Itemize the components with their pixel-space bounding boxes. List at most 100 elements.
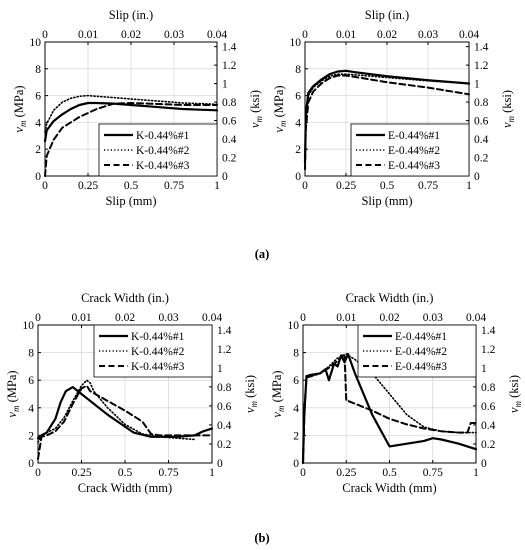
y-tick-label: 0 (293, 458, 299, 470)
y-tick-label: 2 (35, 144, 41, 156)
x-tick-label: 0.75 (158, 467, 178, 479)
legend-label: E-0.44%#1 (388, 130, 440, 142)
y2-tick-label: 0.4 (481, 420, 496, 432)
x2-axis-title: Slip (in.) (365, 8, 409, 22)
y2-tick-label: 1 (474, 79, 480, 91)
legend-label: E-0.44%#1 (395, 331, 447, 343)
x2-tick-label: 0.01 (71, 312, 91, 324)
y2-tick-label: 1.2 (481, 344, 496, 356)
x-tick-label: 0.5 (118, 467, 133, 479)
x-tick-label: 0.25 (336, 180, 356, 192)
legend-label: K-0.44%#2 (131, 346, 185, 358)
y-axis-title: vm (MPa) (5, 370, 21, 417)
y2-tick-label: 1.2 (222, 60, 237, 72)
x-tick-label: 0 (300, 467, 306, 479)
series-line-2 (304, 73, 470, 157)
legend-label: E-0.44%#3 (388, 160, 440, 172)
y2-tick-label: 1 (222, 79, 228, 91)
x2-axis-title: Crack Width (in.) (346, 291, 434, 305)
y2-tick-label: 0.4 (474, 134, 489, 146)
legend-label: K-0.44%#1 (136, 130, 190, 142)
legend-label: E-0.44%#3 (395, 361, 447, 373)
y-tick-label: 10 (30, 37, 42, 49)
y2-tick-label: 1 (481, 363, 487, 375)
x2-tick-label: 0.03 (164, 29, 184, 41)
x-tick-label: 0 (302, 180, 308, 192)
series-line-1 (43, 101, 219, 143)
y2-axis-title: vm (ksi) (507, 375, 523, 413)
y2-tick-label: 1 (217, 363, 223, 375)
y-tick-label: 2 (293, 430, 299, 442)
legend: K-0.44%#1 K-0.44%#2 K-0.44%#3 (98, 123, 218, 177)
y2-axis-title: vm (ksi) (248, 90, 264, 128)
y-tick-label: 8 (28, 348, 34, 360)
y-tick-label: 10 (23, 320, 35, 332)
y2-tick-label: 0.8 (481, 382, 496, 394)
x-tick-label: 0.75 (423, 467, 443, 479)
y2-tick-label: 1.4 (474, 42, 489, 54)
x2-axis-title: Slip (in.) (109, 8, 153, 22)
y2-tick-label: 1.4 (222, 42, 237, 54)
y2-tick-label: 0.4 (217, 420, 232, 432)
y-tick-label: 4 (293, 403, 299, 415)
x2-tick-label: 0.01 (336, 312, 356, 324)
series-line-3 (302, 353, 477, 464)
y-tick-label: 4 (35, 117, 41, 129)
y-tick-label: 0 (35, 171, 41, 183)
y-tick-label: 4 (295, 117, 301, 129)
x-tick-label: 0.25 (336, 467, 356, 479)
y2-tick-label: 0.6 (222, 116, 237, 128)
x-tick-label: 0.5 (124, 180, 139, 192)
x-tick-label: 0.5 (382, 467, 397, 479)
y-tick-label: 0 (295, 171, 301, 183)
x-tick-label: 0.75 (418, 180, 438, 192)
y2-tick-label: 0.8 (222, 97, 237, 109)
y2-axis-title: vm (ksi) (243, 375, 259, 413)
y2-tick-label: 0.2 (222, 153, 237, 165)
x2-tick-label: 0.03 (158, 312, 178, 324)
x2-tick-label: 0.02 (115, 312, 135, 324)
x2-tick-label: 0.01 (336, 29, 356, 41)
y-tick-label: 2 (28, 430, 34, 442)
y2-tick-label: 0.6 (217, 401, 232, 413)
x-tick-label: 1 (214, 180, 220, 192)
y-tick-label: 6 (28, 375, 34, 387)
y-tick-label: 10 (290, 37, 302, 49)
series-line-3 (304, 74, 470, 171)
legend: E-0.44%#1 E-0.44%#2 E-0.44%#3 (350, 123, 470, 177)
chart-a-right: 0 0.25 0.5 0.75 10 0.01 0.02 0.03 0.04024681000.… (272, 8, 516, 208)
x2-tick-label: 0 (42, 29, 48, 41)
y-tick-label: 8 (35, 64, 41, 76)
x2-tick-label: 0 (35, 312, 41, 324)
x2-tick-label: 0.02 (121, 29, 141, 41)
x-axis-title: Crack Width (mm) (342, 481, 436, 495)
x-tick-label: 0.25 (71, 467, 91, 479)
y-tick-label: 0 (28, 458, 34, 470)
legend-label: E-0.44%#2 (395, 346, 447, 358)
y-tick-label: 8 (293, 348, 299, 360)
x2-tick-label: 0.03 (418, 29, 438, 41)
x-axis-title: Crack Width (mm) (78, 481, 172, 495)
y-tick-label: 8 (295, 64, 301, 76)
y-tick-label: 2 (295, 144, 301, 156)
chart-b-left: 0 0.25 0.5 0.75 10 0.01 0.02 0.03 0.04024681000.… (5, 291, 259, 495)
series-line-3 (44, 102, 218, 177)
legend-label: K-0.44%#1 (131, 331, 185, 343)
x2-tick-label: 0.01 (78, 29, 98, 41)
legend: K-0.44%#1 K-0.44%#2 K-0.44%#3 (93, 324, 213, 378)
y2-tick-label: 0 (222, 171, 228, 183)
y-tick-label: 10 (288, 320, 300, 332)
legend-label: K-0.44%#2 (136, 145, 190, 157)
legend-label: K-0.44%#3 (131, 361, 185, 373)
y2-tick-label: 0.2 (474, 153, 489, 165)
y-tick-label: 4 (28, 403, 34, 415)
legend: E-0.44%#1 E-0.44%#2 E-0.44%#3 (357, 324, 477, 378)
y2-tick-label: 0.8 (217, 382, 232, 394)
y-axis-title: vm (MPa) (12, 85, 28, 132)
y2-tick-label: 0 (217, 458, 223, 470)
chart-b-right: 0 0.25 0.5 0.75 10 0.01 0.02 0.03 0.04024681000.… (270, 291, 523, 495)
series-line-1 (36, 386, 214, 440)
x-tick-label: 0.25 (78, 180, 98, 192)
y2-axis-title: vm (ksi) (500, 90, 516, 128)
